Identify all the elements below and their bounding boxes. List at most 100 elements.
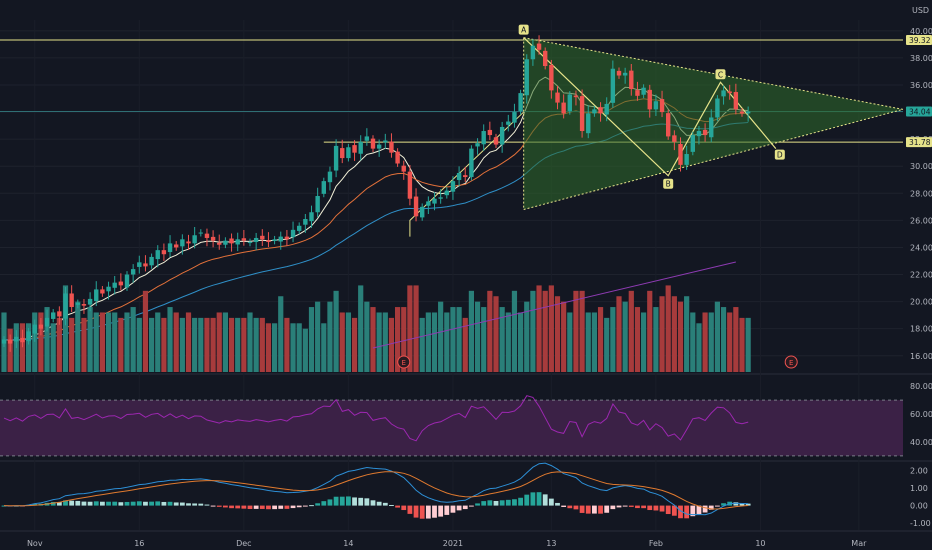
volume-bar [130,307,136,372]
volume-bar [474,301,481,372]
candle [376,144,382,149]
candle [272,239,277,241]
macd-histogram-bar [136,501,142,506]
macd-histogram-bar [87,501,93,506]
candle [7,339,13,344]
volume-bar [505,312,511,372]
candle [69,293,74,308]
pattern-point-box [663,178,674,189]
macd-histogram-bar [628,505,634,507]
volume-bar [210,317,216,372]
volume-bar [690,312,696,372]
macd-histogram-bar [524,494,530,506]
candle [247,242,253,244]
macd-histogram-bar [548,498,554,506]
candle [641,87,646,95]
volume-bar [708,312,714,372]
macd-histogram-bar [259,505,265,509]
macd-histogram-bar [247,505,253,509]
candle [733,92,739,110]
candle [223,240,228,245]
time-tick-label: Dec [236,539,251,548]
volume-bar [185,312,192,372]
candle [87,298,93,305]
candle [389,141,394,153]
annotations: USD A B C D E E [397,6,929,369]
volume-bar [247,312,253,372]
rsi-tick-label: 60.00 [910,410,932,419]
macd-histogram-bar [684,505,690,519]
candle [290,229,296,238]
price-axis: 16.00 18.00 20.00 22.00 24.00 26.00 28.00 30.00… [906,27,932,361]
candle [653,101,659,110]
macd-tick-label: 2.00 [910,467,928,476]
candle [536,43,542,50]
candle [530,45,536,60]
macd-histogram-bar [487,500,493,506]
candle [524,59,529,96]
volume-bar [431,312,438,372]
volume-bar [149,317,155,372]
candle [420,206,425,218]
candle [143,263,148,267]
candle [499,126,505,145]
volume-bar [327,301,333,372]
volume-bar [413,285,419,372]
candle [303,219,308,225]
macd-histogram-bar [382,502,388,506]
macd-histogram-bar [555,502,560,506]
macd-histogram-bar [579,505,585,513]
candle [346,147,351,159]
candle [592,109,597,114]
macd-histogram-bar [665,505,671,515]
volume-bar [302,328,308,372]
macd-panel: -1.00 0.00 1.00 2.00 [1,462,931,528]
candle [217,242,222,245]
macd-histogram-bar [204,504,210,506]
time-axis: Nov16Dec14202113Feb10Mar15Apr19May [27,539,867,548]
volume-bar [702,312,708,372]
time-tick-label: 10 [755,539,765,548]
macd-histogram-bar [284,505,290,509]
price-tick-label: 26.00 [910,216,932,225]
candle [370,138,376,149]
candle [745,111,751,114]
candle [137,262,142,267]
macd-histogram-bar [481,501,487,506]
candle [327,171,333,183]
volume-bar [468,290,474,372]
candle [586,113,591,134]
upper-trendline [523,37,904,110]
volume-bar [216,312,222,372]
macd-histogram-bar [401,505,407,511]
price-tick-label: 40.00 [910,27,932,36]
volume-bar [745,317,751,372]
candle [395,151,400,164]
candle [75,302,80,305]
macd-histogram-bar [413,505,419,518]
macd-histogram-bar [456,505,462,511]
macd-histogram-bar [315,503,321,506]
volume-bar [364,301,370,372]
volume-bar [321,323,327,372]
volume-bar [481,307,487,372]
candle [450,181,456,192]
candle [413,196,419,217]
volume-bar [616,296,622,372]
macd-histogram-bar [155,501,161,506]
volume-bar [739,317,745,372]
macd-histogram-bar [100,501,105,506]
volume-trend-line [372,261,736,349]
volume-bar [671,296,677,372]
macd-histogram-bar [678,505,683,519]
volume-bar [388,317,395,372]
candle [678,144,683,165]
macd-histogram-bar [216,505,222,507]
price-label-box [906,137,932,148]
candle [155,250,160,260]
volume-bar [192,317,198,372]
candle [174,244,179,248]
macd-histogram-bar [161,501,167,506]
volume-bar [382,312,388,372]
volume-bar [622,301,628,372]
